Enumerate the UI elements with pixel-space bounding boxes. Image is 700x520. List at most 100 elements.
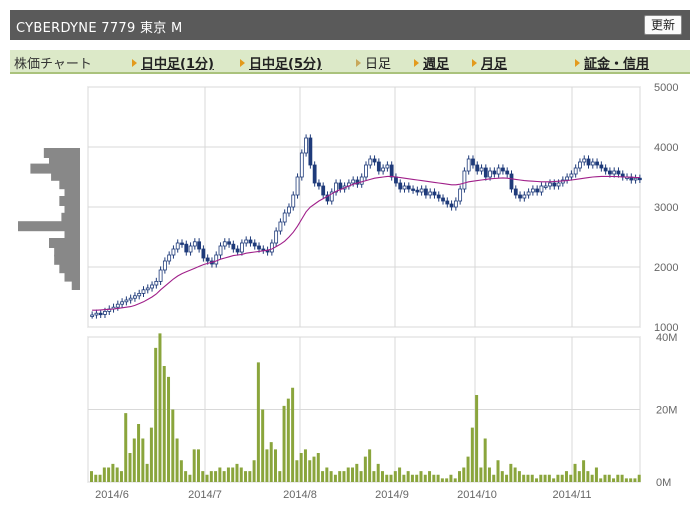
candlestick — [325, 194, 330, 202]
volume-bar — [299, 453, 303, 482]
candlestick — [188, 245, 193, 253]
candlestick — [526, 191, 531, 196]
volume-bar — [612, 478, 616, 482]
volume-bar — [303, 449, 307, 482]
chart-tab-bar: 株価チャート 日中足(1分) 日中足(5分) 日足 週足 月足 証金・信用 — [10, 50, 690, 74]
y-tick-label: 5000 — [654, 82, 678, 94]
candlestick — [543, 185, 548, 188]
volume-bar — [244, 471, 248, 482]
volume-bar — [535, 478, 539, 482]
candlestick — [372, 158, 377, 163]
volume-bar — [154, 347, 158, 482]
volume-profile-bar — [43, 148, 80, 158]
volume-profile-bar — [64, 204, 80, 215]
candlestick — [616, 170, 621, 175]
volume-bar — [556, 474, 560, 482]
volume-bar — [445, 478, 449, 482]
volume-profile-bar — [51, 170, 80, 181]
volume-bar — [102, 467, 106, 482]
tab-intraday-5min[interactable]: 日中足(5分) — [240, 53, 322, 72]
volume-bar — [184, 471, 188, 482]
candlestick — [312, 164, 317, 184]
volume-profile-bar — [71, 280, 80, 290]
volume-bar — [470, 427, 474, 482]
candlestick — [479, 167, 484, 172]
candlestick — [492, 170, 497, 175]
candlestick — [441, 197, 445, 202]
tab-weekly[interactable]: 週足 — [414, 53, 449, 72]
candlestick — [171, 248, 176, 256]
candlestick — [231, 243, 236, 250]
volume-bar — [295, 460, 299, 482]
candlestick — [428, 191, 433, 196]
volume-bar — [342, 471, 346, 482]
candlestick — [522, 194, 527, 199]
volume-bar — [505, 474, 509, 482]
candlestick — [496, 167, 501, 175]
volume-bar — [196, 449, 200, 482]
volume-bar — [346, 467, 350, 482]
tab-monthly[interactable]: 月足 — [472, 53, 507, 72]
volume-bar — [582, 460, 586, 482]
candlestick — [501, 167, 505, 172]
volume-bar — [637, 474, 641, 482]
volume-bar — [226, 467, 230, 482]
candlestick — [205, 257, 210, 262]
candlestick — [137, 292, 142, 297]
volume-bar — [269, 442, 273, 482]
volume-profile-bar — [49, 238, 80, 248]
volume-bar — [351, 467, 355, 482]
candlestick — [317, 182, 321, 187]
volume-bar — [432, 474, 436, 482]
tab-margin-credit[interactable]: 証金・信用 — [575, 53, 649, 72]
volume-bar — [633, 478, 637, 482]
candlestick — [180, 242, 184, 245]
volume-bar — [235, 463, 239, 482]
candlestick — [505, 170, 510, 175]
x-tick-label: 2014/10 — [457, 489, 497, 501]
volume-bar — [124, 413, 128, 482]
candlestick — [274, 230, 279, 244]
candlestick — [453, 200, 458, 208]
candlestick — [475, 164, 480, 172]
volume-bar — [475, 395, 479, 482]
volume-bar — [175, 438, 179, 482]
volume-bar — [629, 478, 633, 482]
candlestick — [458, 188, 463, 202]
volume-bar — [312, 456, 316, 482]
x-tick-label: 2014/9 — [375, 489, 409, 501]
candlestick — [385, 164, 390, 169]
volume-bar — [291, 387, 295, 482]
volume-bar — [222, 471, 226, 482]
candlestick — [599, 164, 604, 169]
stock-chart: 5000 4000 3000 2000 1000 40M 20M 0M 2014/6 2014/… — [18, 82, 678, 501]
tab-intraday-1min[interactable]: 日中足(1分) — [132, 53, 214, 72]
candlestick — [590, 161, 595, 166]
volume-bar — [94, 474, 98, 482]
candlestick — [518, 194, 522, 199]
arrow-right-icon — [414, 59, 419, 67]
candlestick — [608, 170, 612, 175]
volume-bar — [436, 474, 440, 482]
candlestick — [449, 203, 454, 208]
volume-bar — [552, 478, 556, 482]
volume-bar — [90, 471, 93, 482]
candlestick — [415, 189, 420, 193]
volume-bar — [590, 474, 594, 482]
candlestick — [462, 170, 467, 190]
y-tick-label: 4000 — [654, 142, 678, 154]
candlestick — [552, 182, 557, 187]
volume-bar — [111, 463, 115, 482]
volume-bar — [402, 474, 406, 482]
volume-bar — [453, 478, 457, 482]
volume-bar — [256, 362, 260, 482]
candlestick — [603, 167, 608, 172]
volume-bar — [376, 463, 380, 482]
volume-bar — [132, 438, 136, 482]
volume-bar — [616, 474, 620, 482]
volume-bar — [145, 463, 149, 482]
tab-daily[interactable]: 日足 — [356, 53, 391, 72]
volume-bar — [500, 471, 504, 482]
volume-bar — [466, 456, 470, 482]
refresh-button[interactable]: 更新 — [643, 15, 682, 35]
